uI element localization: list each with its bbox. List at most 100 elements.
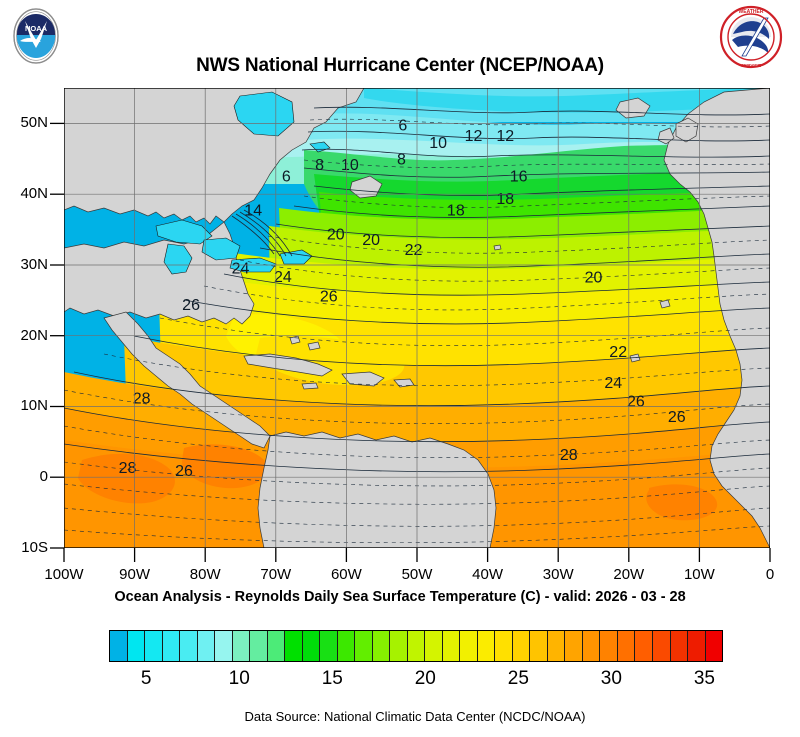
colorbar-swatch-10 <box>285 631 303 661</box>
contour-label-26: 26 <box>182 297 200 314</box>
colorbar-swatch-12 <box>320 631 338 661</box>
colorbar-swatch-17 <box>407 631 426 661</box>
lon-tick-40W: 40W <box>472 566 504 583</box>
noaa-logo-text: NOAA <box>25 24 48 33</box>
colorbar-tick-5: 5 <box>140 668 152 689</box>
colorbar-swatch-11 <box>302 631 321 661</box>
colorbar-swatch-18 <box>425 631 443 661</box>
colorbar-swatch-7 <box>232 631 251 661</box>
lon-tick-90W: 90W <box>119 566 151 583</box>
colorbar-swatch-20 <box>460 631 478 661</box>
lon-tick-50W: 50W <box>401 566 433 583</box>
colorbar-swatch-25 <box>547 631 566 661</box>
contour-label-10: 10 <box>341 157 359 174</box>
contour-label-28: 28 <box>119 460 137 477</box>
colorbar-swatch-23 <box>512 631 531 661</box>
contour-label-8: 8 <box>397 151 406 168</box>
contour-label-20: 20 <box>327 226 345 243</box>
colorbar-tick-10: 10 <box>228 668 250 689</box>
noaa-logo: NOAA <box>13 8 59 64</box>
colorbar-swatch-33 <box>688 631 706 661</box>
colorbar-tick-20: 20 <box>414 668 436 689</box>
lon-tick-30W: 30W <box>542 566 574 583</box>
contour-label-22: 22 <box>609 344 627 361</box>
lat-tick-30N: 30N <box>20 255 48 273</box>
graticule <box>64 88 770 548</box>
colorbar-swatch-27 <box>582 631 601 661</box>
nws-logo-subtext: SERVICE <box>741 63 761 68</box>
colorbar-swatch-31 <box>652 631 671 661</box>
colorbar-tick-25: 25 <box>507 668 529 689</box>
contour-label-24: 24 <box>274 269 292 286</box>
contour-label-24: 24 <box>232 260 250 277</box>
contour-label-12: 12 <box>496 128 514 145</box>
contour-label-20: 20 <box>585 270 603 287</box>
lon-tick-60W: 60W <box>330 566 362 583</box>
lon-tick-20W: 20W <box>613 566 645 583</box>
colorbar-swatch-2 <box>145 631 163 661</box>
colorbar[interactable] <box>109 630 723 662</box>
colorbar-swatch-22 <box>495 631 513 661</box>
colorbar-swatch-30 <box>635 631 653 661</box>
colorbar-swatch-34 <box>705 631 723 661</box>
colorbar-swatch-9 <box>267 631 286 661</box>
colorbar-swatch-5 <box>197 631 216 661</box>
contour-label-10: 10 <box>429 135 447 152</box>
nws-logo-text: WEATHER <box>739 9 764 15</box>
lon-tick-100W: 100W <box>44 566 84 583</box>
colorbar-swatch-13 <box>337 631 356 661</box>
data-source-text: Data Source: National Climatic Data Cent… <box>244 709 586 724</box>
contour-label-8: 8 <box>315 157 324 174</box>
contour-label-14: 14 <box>244 202 262 219</box>
sst-map[interactable]: 6 10 12 12 6 8 10 8 16 18 18 20 20 22 24 24 26 26 20 22 24 26… <box>64 88 770 548</box>
contour-label-16: 16 <box>510 168 528 185</box>
map-contents: 6 10 12 12 6 8 10 8 16 18 18 20 20 22 24 24 26 26 20 22 24 26… <box>64 88 770 548</box>
lat-tick-10N: 10N <box>20 397 48 415</box>
lat-tick-0: 0 <box>39 468 48 486</box>
colorbar-swatch-24 <box>530 631 548 661</box>
colorbar-swatch-0 <box>110 631 128 661</box>
contour-label-26: 26 <box>175 463 193 480</box>
contour-label-26: 26 <box>627 393 645 410</box>
colorbar-swatch-16 <box>390 631 408 661</box>
contour-label-28: 28 <box>133 391 151 408</box>
colorbar-swatch-4 <box>180 631 198 661</box>
colorbar-tick-35: 35 <box>693 668 715 689</box>
page-title: NWS National Hurricane Center (NCEP/NOAA… <box>196 55 604 76</box>
contour-label-24: 24 <box>604 375 622 392</box>
colorbar-swatch-19 <box>442 631 461 661</box>
lon-tick-80W: 80W <box>189 566 221 583</box>
data-source-footer: Data Source: National Climatic Data Cent… <box>0 709 800 724</box>
contour-label-20: 20 <box>362 232 380 249</box>
colorbar-swatch-6 <box>215 631 233 661</box>
colorbar-swatch-29 <box>617 631 636 661</box>
contour-label-18: 18 <box>447 202 465 219</box>
contour-label-18: 18 <box>496 191 514 208</box>
contour-label-26: 26 <box>320 289 338 306</box>
contour-label-28: 28 <box>560 447 578 464</box>
colorbar-swatch-8 <box>250 631 268 661</box>
colorbar-swatch-3 <box>162 631 181 661</box>
lat-tick-10S: 10S <box>21 539 48 556</box>
map-caption: Ocean Analysis - Reynolds Daily Sea Surf… <box>114 589 686 605</box>
lon-tick-0: 0 <box>765 566 775 583</box>
nws-logo: WEATHER SERVICE <box>719 5 783 69</box>
colorbar-swatch-32 <box>670 631 689 661</box>
contour-label-22: 22 <box>405 242 423 259</box>
lat-tick-40N: 40N <box>20 185 48 203</box>
lat-tick-20N: 20N <box>20 326 48 344</box>
sst-map-canvas: 6 10 12 12 6 8 10 8 16 18 18 20 20 22 24 24 26 26 20 22 24 26… <box>64 88 770 548</box>
colorbar-swatch-28 <box>600 631 618 661</box>
contour-label-26: 26 <box>668 409 686 426</box>
colorbar-swatch-26 <box>565 631 583 661</box>
colorbar-tick-15: 15 <box>321 668 343 689</box>
colorbar-swatch-1 <box>127 631 146 661</box>
colorbar-swatch-21 <box>477 631 496 661</box>
colorbar-swatch-14 <box>355 631 373 661</box>
contour-label-12: 12 <box>465 128 483 145</box>
lon-tick-10W: 10W <box>683 566 715 583</box>
colorbar-tick-30: 30 <box>600 668 622 689</box>
great-lakes <box>155 91 331 275</box>
colorbar-swatch-15 <box>372 631 391 661</box>
